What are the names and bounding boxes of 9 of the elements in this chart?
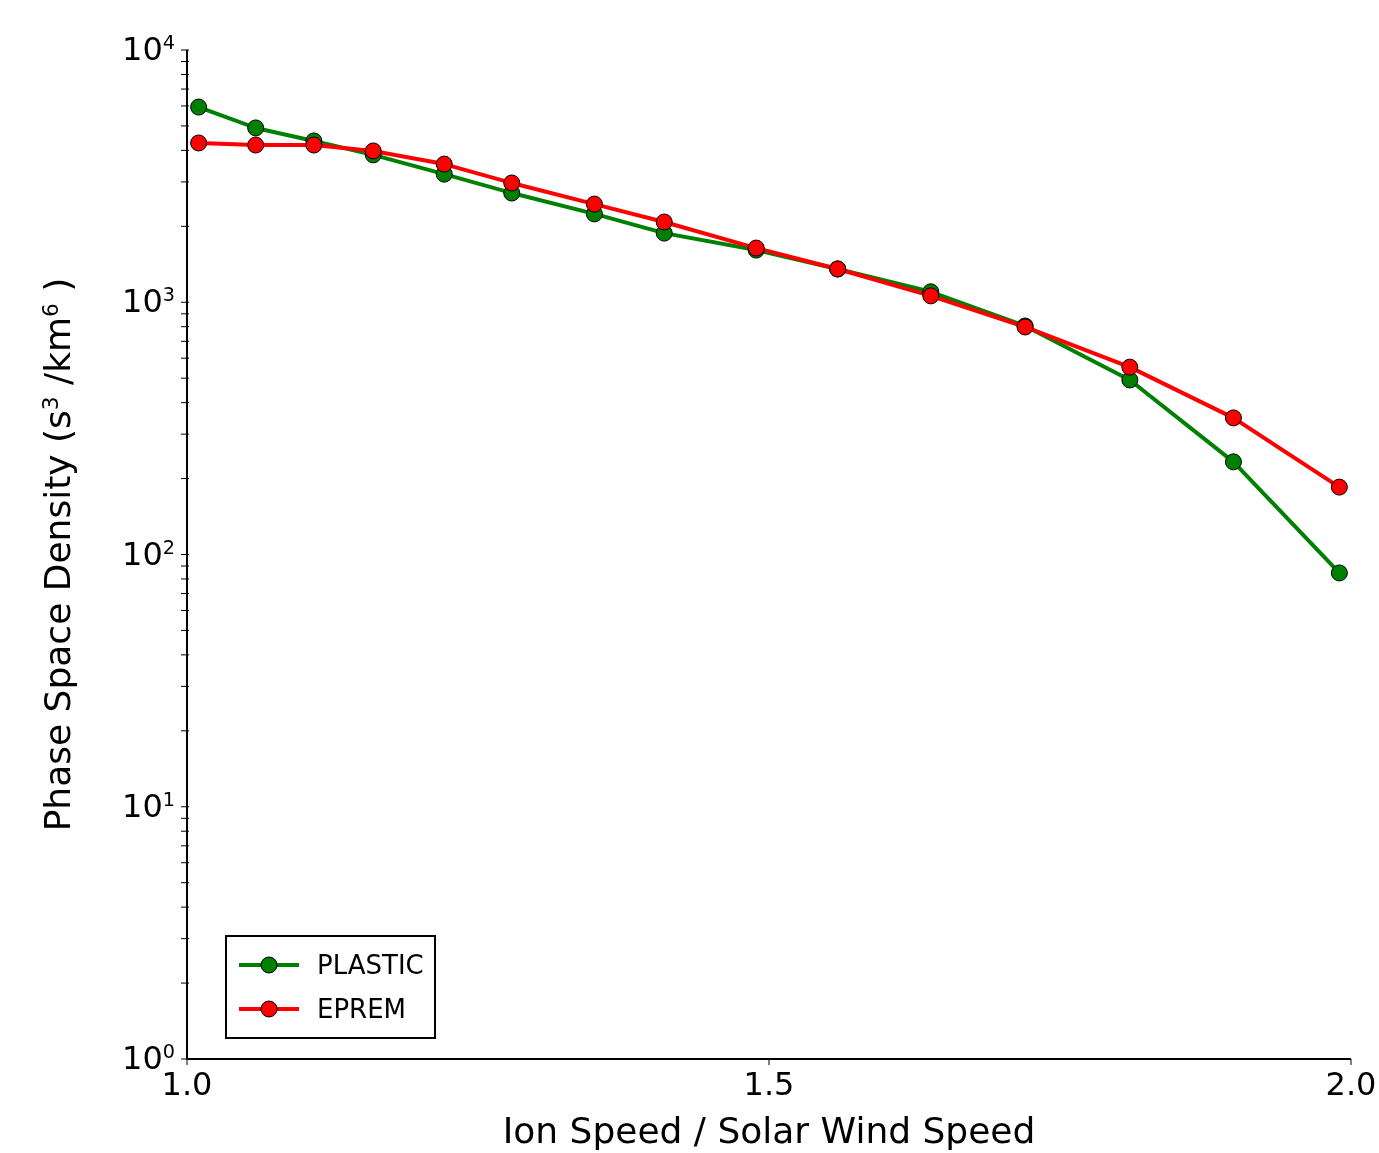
y-tick-label: 10$^{2}$	[122, 534, 175, 573]
y-tick-label: 10$^{1}$	[122, 786, 175, 825]
x-tick-label: 2.0	[1325, 1065, 1377, 1103]
legend-label: EPREM	[317, 994, 407, 1024]
x-tick-label: 1.5	[743, 1065, 795, 1103]
legend-label: PLASTIC	[317, 950, 424, 980]
y-tick-label: 10$^{3}$	[122, 282, 175, 321]
y-tick-label: 10$^{4}$	[122, 30, 175, 68]
x-axis-title: Ion Speed / Solar Wind Speed	[502, 1110, 1036, 1151]
